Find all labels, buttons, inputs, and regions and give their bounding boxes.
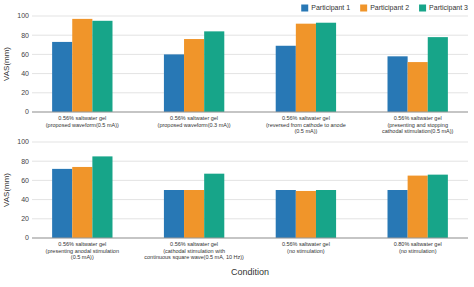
- x-tick-label-line: (presenting and stopping: [387, 122, 448, 128]
- bars: [52, 19, 448, 112]
- y-axis-label: VAS(mm): [2, 173, 11, 207]
- y-tick-label: 60: [21, 177, 29, 184]
- legend-label: Participant 2: [370, 4, 409, 12]
- bar: [316, 190, 336, 238]
- legend: Participant 1 Participant 2 Participant 3: [301, 4, 468, 12]
- x-tick-label-line: 0.56% saltwater gel: [282, 115, 330, 121]
- y-tick-label: 100: [17, 12, 29, 19]
- bar: [276, 46, 296, 112]
- y-tick-label: 40: [21, 70, 29, 77]
- bar: [408, 62, 428, 112]
- y-tick-label: 60: [21, 51, 29, 58]
- x-tick-label-line: 0.56% saltwater gel: [394, 115, 442, 121]
- y-tick-label: 40: [21, 196, 29, 203]
- x-tick-label-line: cathodal stimulation(0.5 mA)): [382, 128, 454, 134]
- bar: [72, 167, 92, 238]
- x-tick-label-line: 0.80% saltwater gel: [394, 241, 442, 247]
- x-tick-label-line: (0.5 mA)): [71, 254, 94, 260]
- bar: [164, 54, 184, 112]
- y-tick-label: 0: [25, 234, 29, 241]
- legend-swatch: [360, 5, 367, 12]
- x-tick-label: 0.56% saltwater gel(no stimulation): [282, 241, 330, 254]
- x-tick-label-line: (no stimulation): [287, 248, 325, 254]
- x-tick-label: 0.56% saltwater gel(proposed waveform(0.…: [46, 115, 119, 128]
- x-tick-label: 0.56% saltwater gel(presenting anodal st…: [46, 241, 119, 260]
- bar: [52, 42, 72, 112]
- chart: 020406080100VAS(mm)0.56% saltwater gel(p…: [0, 0, 474, 287]
- x-axis-line: [32, 238, 468, 239]
- x-tick-label: 0.56% saltwater gel(cathodal stimulation…: [144, 241, 244, 260]
- x-tick-label-line: (no stimulation): [399, 248, 437, 254]
- x-tick-label: 0.56% saltwater gel(presenting and stopp…: [382, 115, 454, 134]
- x-tick-label: 0.56% saltwater gel(reversed from cathod…: [266, 115, 346, 134]
- bar: [316, 23, 336, 112]
- x-tick-label-line: 0.56% saltwater gel: [170, 115, 218, 121]
- bar: [72, 19, 92, 112]
- bar: [296, 191, 316, 238]
- y-tick-label: 80: [21, 158, 29, 165]
- bars: [52, 156, 448, 238]
- x-tick-label-line: (0.5 mA)): [294, 128, 317, 134]
- grid-line: [32, 16, 468, 17]
- bar: [92, 156, 112, 238]
- subplot: 020406080100VAS(mm)0.56% saltwater gel(p…: [2, 138, 468, 277]
- y-tick-label: 0: [25, 108, 29, 115]
- y-tick-label: 20: [21, 89, 29, 96]
- bar: [388, 56, 408, 112]
- bar: [184, 190, 204, 238]
- y-axis-label: VAS(mm): [2, 47, 11, 81]
- y-tick-label: 100: [17, 138, 29, 145]
- x-tick-label-line: (cathodal stimulation with: [163, 248, 225, 254]
- bar: [276, 190, 296, 238]
- legend-label: Participant 1: [311, 4, 350, 12]
- legend-swatch: [419, 5, 426, 12]
- page: {"chart_data": [ {"type": "bar", "catego…: [0, 0, 474, 287]
- x-tick-label: 0.80% saltwater gel(no stimulation): [394, 241, 442, 254]
- grid-line: [32, 238, 468, 239]
- bar: [388, 190, 408, 238]
- bar: [164, 190, 184, 238]
- x-tick-label-line: 0.56% saltwater gel: [282, 241, 330, 247]
- x-tick-label-line: 0.56% saltwater gel: [170, 241, 218, 247]
- grid-line: [32, 142, 468, 143]
- bar: [296, 24, 316, 112]
- bar: [428, 37, 448, 112]
- x-axis-line: [32, 112, 468, 113]
- legend-swatch: [301, 5, 308, 12]
- bar: [52, 169, 72, 238]
- y-tick-label: 20: [21, 215, 29, 222]
- bar: [184, 39, 204, 112]
- x-tick-label-line: (presenting anodal stimulation: [46, 248, 119, 254]
- subplot: 020406080100VAS(mm)0.56% saltwater gel(p…: [2, 4, 468, 134]
- x-tick-label-line: (proposed waveform(0.5 mA)): [46, 122, 119, 128]
- bar: [92, 21, 112, 112]
- x-tick-label-line: (proposed waveform(0.3 mA)): [158, 122, 231, 128]
- x-tick-label-line: 0.56% saltwater gel: [58, 115, 106, 121]
- x-tick-label: 0.56% saltwater gel(proposed waveform(0.…: [158, 115, 231, 128]
- x-tick-label-line: 0.56% saltwater gel: [58, 241, 106, 247]
- x-tick-label-line: (reversed from cathode to anode: [266, 122, 346, 128]
- bar: [408, 176, 428, 238]
- bar: [204, 31, 224, 112]
- x-tick-label-line: continuous square wave(0.5 mA, 10 Hz)): [144, 254, 244, 260]
- legend-label: Participant 3: [429, 4, 468, 12]
- grid-line: [32, 112, 468, 113]
- y-tick-label: 80: [21, 32, 29, 39]
- x-axis-label: Condition: [231, 267, 269, 277]
- bar: [428, 175, 448, 238]
- bar: [204, 174, 224, 238]
